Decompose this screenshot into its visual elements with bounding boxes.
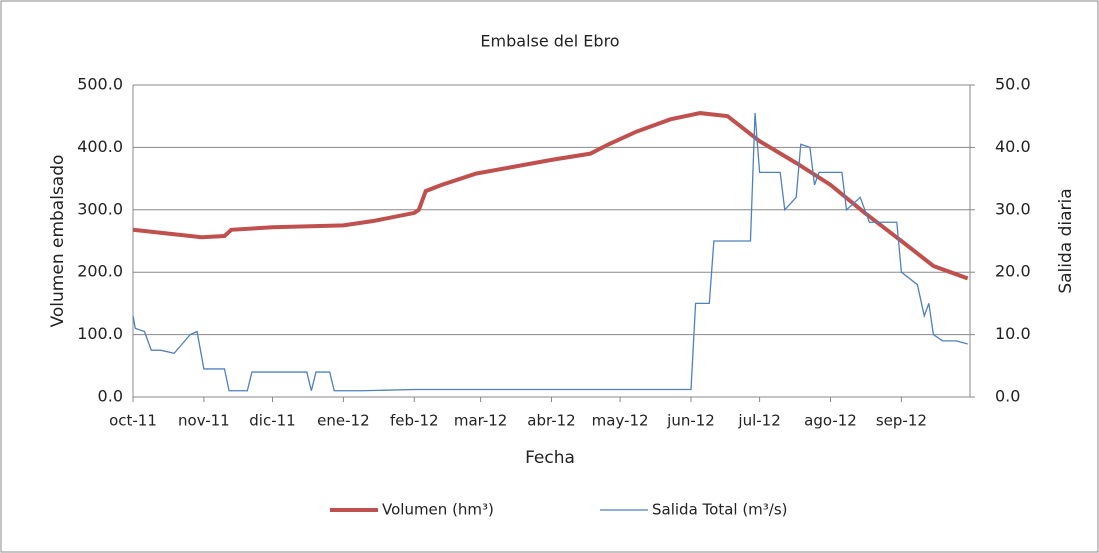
x-tick-label: feb-12 <box>390 412 439 430</box>
x-tick-label: dic-11 <box>249 412 295 430</box>
x-tick-label: ago-12 <box>804 412 857 430</box>
x-tick-label: abr-12 <box>527 412 575 430</box>
y-axis-title: Volumen embalsado <box>48 155 68 328</box>
chart-title: Embalse del Ebro <box>480 32 619 51</box>
x-tick-label: jun-12 <box>666 412 715 430</box>
x-tick-label: nov-11 <box>178 412 230 430</box>
x-tick-label: may-12 <box>592 412 649 430</box>
legend-label: Volumen (hm³) <box>382 501 494 519</box>
y-tick-label: 300.0 <box>77 199 123 218</box>
x-tick-label: mar-12 <box>454 412 508 430</box>
y2-tick-label: 20.0 <box>995 262 1031 281</box>
x-axis-title: Fecha <box>525 448 575 468</box>
x-tick-label: ene-12 <box>317 412 369 430</box>
y-tick-label: 0.0 <box>98 387 123 406</box>
x-tick-label: oct-11 <box>109 412 157 430</box>
y-tick-label: 200.0 <box>77 262 123 281</box>
y2-tick-label: 0.0 <box>995 387 1020 406</box>
y2-axis-title: Salida diaria <box>1056 188 1076 293</box>
y2-tick-label: 10.0 <box>995 324 1031 343</box>
x-tick-label: jul-12 <box>737 412 780 430</box>
data-line <box>132 111 969 281</box>
data-line <box>132 113 968 392</box>
legend-label: Salida Total (m³/s) <box>652 501 788 519</box>
y2-tick-label: 40.0 <box>995 137 1031 156</box>
x-tick-label: sep-12 <box>876 412 927 430</box>
y-tick-label: 500.0 <box>77 75 123 94</box>
y2-tick-label: 50.0 <box>995 75 1031 94</box>
y2-tick-label: 30.0 <box>995 199 1031 218</box>
y-tick-label: 400.0 <box>77 137 123 156</box>
y-tick-label: 100.0 <box>77 324 123 343</box>
